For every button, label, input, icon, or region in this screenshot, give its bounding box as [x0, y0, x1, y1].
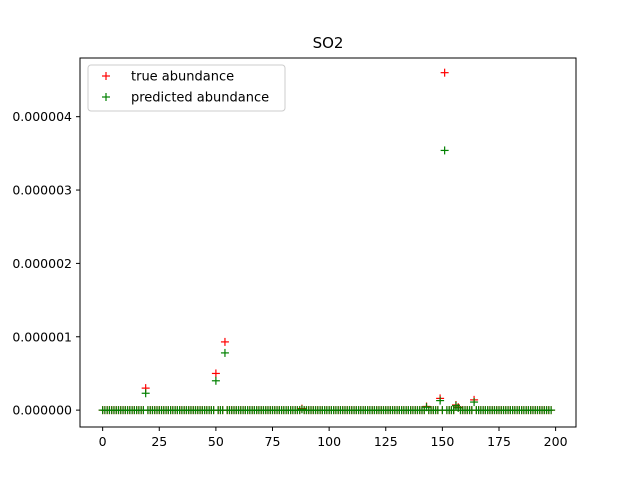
data-point	[211, 369, 220, 378]
chart-title: SO2	[313, 34, 344, 52]
x-tick-label: 150	[430, 434, 454, 449]
legend-box	[87, 64, 286, 112]
y-tick-label: 0.000004	[12, 109, 72, 124]
x-tick-label: 0	[99, 434, 107, 449]
data-point	[436, 396, 445, 405]
x-tick-label: 100	[317, 434, 341, 449]
data-point	[470, 398, 479, 407]
x-tick-label: 50	[208, 434, 224, 449]
x-tick-label: 200	[544, 434, 568, 449]
data-point	[141, 389, 150, 398]
y-axis: 0.000000 0.000001 0.000002 0.000003 0.000004	[12, 109, 80, 418]
data-point	[449, 406, 458, 415]
plot-marks	[98, 68, 556, 415]
y-tick-label: 0.000002	[12, 256, 72, 271]
plot-frame	[79, 57, 577, 428]
y-tick-label: 0.000003	[12, 183, 72, 198]
x-tick-label: 25	[151, 434, 167, 449]
data-point	[211, 376, 220, 385]
y-tick-label: 0.000000	[12, 403, 72, 418]
x-axis: 0 25 50 75 100 125 150 175 200	[99, 427, 568, 449]
legend-label: predicted abundance	[131, 91, 269, 106]
data-point	[220, 348, 229, 357]
data-point	[440, 68, 449, 77]
legend-marker	[102, 72, 110, 80]
x-tick-label: 125	[374, 434, 398, 449]
y-tick-label: 0.000001	[12, 329, 72, 344]
data-point	[440, 146, 449, 155]
legend: true abundance predicted abundance	[87, 64, 286, 112]
data-point	[547, 406, 556, 415]
legend-label: true abundance	[131, 70, 234, 85]
x-tick-label: 175	[487, 434, 511, 449]
legend-marker	[102, 93, 110, 101]
x-tick-label: 75	[265, 434, 281, 449]
data-point	[220, 337, 229, 346]
series-predicted	[98, 146, 556, 415]
